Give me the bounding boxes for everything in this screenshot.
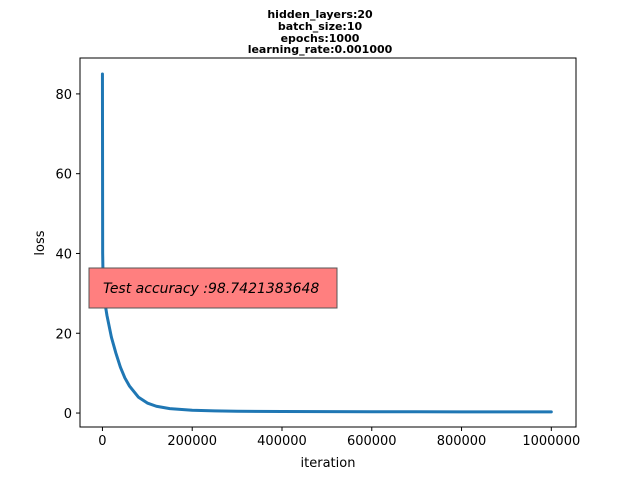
title-line-batch-size: batch_size:10 [278, 20, 363, 33]
y-axis-label: loss [33, 230, 48, 255]
x-tick-label: 1000000 [522, 434, 580, 449]
x-axis-ticks: 0 200000 400000 600000 800000 1000000 [98, 427, 580, 449]
y-axis-ticks: 0 20 40 60 80 [55, 88, 80, 422]
y-tick-label: 0 [64, 407, 72, 422]
title-line-learning-rate: learning_rate:0.001000 [248, 43, 393, 56]
annotation-text: Test accuracy :98.7421383648 [103, 281, 319, 297]
x-tick-label: 200000 [167, 434, 217, 449]
chart-title: hidden_layers:20 batch_size:10 epochs:10… [248, 8, 393, 56]
plot-area-frame [79, 57, 577, 428]
x-tick-label: 0 [98, 434, 106, 449]
x-axis-label: iteration [301, 456, 356, 471]
x-tick-label: 400000 [257, 434, 307, 449]
y-tick-label: 60 [55, 168, 72, 183]
y-tick-label: 20 [55, 327, 72, 342]
annotation-box: Test accuracy :98.7421383648 [88, 267, 338, 309]
x-tick-label: 800000 [437, 434, 487, 449]
y-tick-label: 80 [55, 88, 72, 103]
title-line-hidden-layers: hidden_layers:20 [267, 8, 373, 21]
title-line-epochs: epochs:1000 [281, 32, 360, 45]
x-tick-label: 600000 [347, 434, 397, 449]
annotation-background [88, 267, 338, 309]
y-tick-label: 40 [55, 247, 72, 262]
